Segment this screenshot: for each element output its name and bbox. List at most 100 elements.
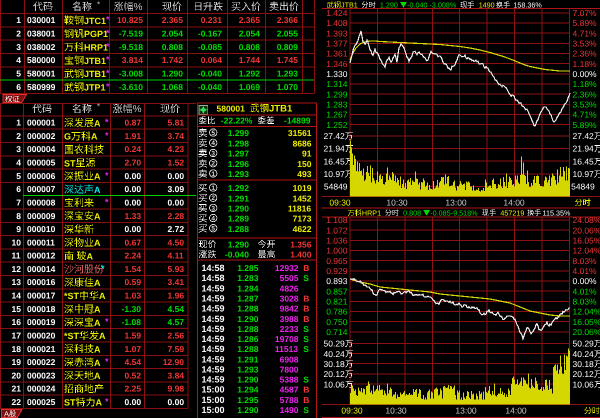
svg-text:580001: 580001: [217, 103, 246, 113]
svg-text:1.287: 1.287: [237, 294, 259, 304]
svg-text:20.12: 20.12: [324, 369, 346, 379]
svg-text:1.000: 1.000: [326, 246, 348, 256]
svg-text:1: 1: [16, 118, 21, 128]
svg-text:1.356: 1.356: [290, 240, 312, 250]
svg-text:-0.040: -0.040: [225, 250, 249, 260]
svg-text:30.18: 30.18: [324, 359, 346, 369]
svg-text:5505: 5505: [280, 273, 299, 283]
svg-text:0.808: 0.808: [403, 208, 421, 217]
svg-text:19: 19: [12, 357, 22, 367]
svg-text:000023: 000023: [27, 370, 56, 380]
svg-text:19708: 19708: [275, 334, 299, 344]
svg-text:1.54: 1.54: [125, 264, 142, 274]
svg-text:158.36%: 158.36%: [513, 0, 542, 9]
svg-text:-3.610: -3.610: [119, 82, 143, 92]
svg-text:12: 12: [12, 264, 22, 274]
svg-text:038002: 038002: [27, 42, 56, 52]
svg-text:40.24: 40.24: [573, 349, 595, 359]
svg-text:2.25: 2.25: [125, 384, 142, 394]
svg-text:-3.008: -3.008: [119, 69, 143, 79]
svg-text:4.23: 4.23: [168, 144, 185, 154]
svg-text:13:00: 13:00: [445, 197, 467, 207]
svg-text:91: 91: [302, 149, 312, 159]
svg-text:-1.30: -1.30: [122, 304, 142, 314]
svg-text:1.289: 1.289: [228, 214, 250, 224]
svg-text:1.408: 1.408: [326, 18, 348, 28]
svg-text:4622: 4622: [293, 224, 312, 234]
svg-text:14:00: 14:00: [505, 406, 527, 416]
svg-text:150: 150: [297, 159, 311, 169]
svg-text:1.361: 1.361: [326, 49, 348, 59]
svg-text:8.03%: 8.03%: [573, 256, 598, 266]
svg-text:*: *: [105, 131, 109, 141]
svg-text:-1.08: -1.08: [122, 317, 142, 327]
svg-text:10:30: 10:30: [386, 197, 408, 207]
svg-text:10.06: 10.06: [573, 379, 595, 389]
svg-text:000011: 000011: [27, 237, 55, 247]
svg-text:0.929: 0.929: [326, 266, 348, 276]
svg-text:1.293: 1.293: [237, 365, 259, 375]
svg-text:7800: 7800: [280, 365, 299, 375]
svg-text:4.57: 4.57: [168, 317, 185, 327]
svg-text:1.290: 1.290: [380, 0, 398, 9]
svg-text:20.12: 20.12: [573, 369, 595, 379]
svg-text:1.07: 1.07: [125, 344, 142, 354]
svg-text:000008: 000008: [27, 198, 56, 208]
svg-text:JTP1: JTP1: [84, 83, 106, 93]
svg-text:3.814: 3.814: [122, 55, 144, 65]
svg-text:-0.167: -0.167: [198, 29, 222, 39]
svg-text:9842: 9842: [280, 304, 299, 314]
svg-text:000017: 000017: [27, 291, 56, 301]
svg-text:10.06: 10.06: [324, 379, 346, 389]
svg-text:0.809: 0.809: [277, 42, 299, 52]
svg-text:0.00: 0.00: [168, 198, 185, 208]
svg-text:10:30: 10:30: [385, 406, 407, 416]
svg-text:000014: 000014: [27, 264, 56, 274]
svg-text:S: S: [303, 375, 309, 385]
svg-text:0.00: 0.00: [125, 198, 142, 208]
svg-text:10.825: 10.825: [117, 15, 143, 25]
svg-text:14:59: 14:59: [202, 304, 225, 314]
svg-text:1.424: 1.424: [326, 8, 348, 18]
svg-text:-0.040: -0.040: [407, 0, 427, 9]
svg-text:2.70: 2.70: [125, 158, 142, 168]
svg-text:1.292: 1.292: [239, 69, 261, 79]
svg-text:4.71%: 4.71%: [573, 110, 598, 120]
svg-text:54849: 54849: [571, 182, 595, 192]
svg-text:000019: 000019: [27, 317, 56, 327]
svg-text:2.365: 2.365: [162, 15, 184, 25]
svg-text:7.07%: 7.07%: [573, 8, 598, 18]
svg-text:B: B: [303, 314, 309, 324]
svg-text:14:59: 14:59: [202, 334, 225, 344]
svg-text:4.01%: 4.01%: [573, 266, 598, 276]
svg-text:1.59: 1.59: [125, 331, 142, 341]
svg-text:0.064: 0.064: [201, 55, 223, 65]
svg-text:11816: 11816: [288, 204, 311, 214]
svg-text:*: *: [105, 197, 109, 207]
svg-text:1.293: 1.293: [277, 69, 299, 79]
svg-text:1019: 1019: [293, 183, 312, 193]
svg-text:2: 2: [16, 131, 21, 141]
svg-text:15:00: 15:00: [202, 385, 225, 395]
svg-text:20: 20: [12, 370, 22, 380]
svg-text:B: B: [303, 385, 309, 395]
svg-text:16.45: 16.45: [324, 156, 346, 166]
svg-text:%: %: [134, 2, 143, 13]
svg-text:14: 14: [12, 291, 22, 301]
svg-text:1.745: 1.745: [277, 55, 299, 65]
svg-text:15: 15: [12, 304, 22, 314]
svg-text:S: S: [303, 344, 309, 354]
svg-text:000001: 000001: [27, 118, 56, 128]
svg-text:0.808: 0.808: [239, 42, 261, 52]
svg-text:1.291: 1.291: [237, 354, 259, 364]
svg-text:1.070: 1.070: [277, 82, 299, 92]
svg-text:PGP1: PGP1: [84, 29, 108, 39]
svg-text:0.808: 0.808: [162, 42, 184, 52]
svg-text:000006: 000006: [27, 171, 56, 181]
svg-text:JTB1: JTB1: [341, 0, 358, 9]
svg-text:A: A: [99, 331, 106, 341]
svg-text:A: A: [94, 371, 101, 381]
svg-text:0.714: 0.714: [326, 327, 348, 337]
svg-text:HRP1: HRP1: [84, 43, 108, 53]
svg-text:1.400: 1.400: [290, 250, 312, 260]
